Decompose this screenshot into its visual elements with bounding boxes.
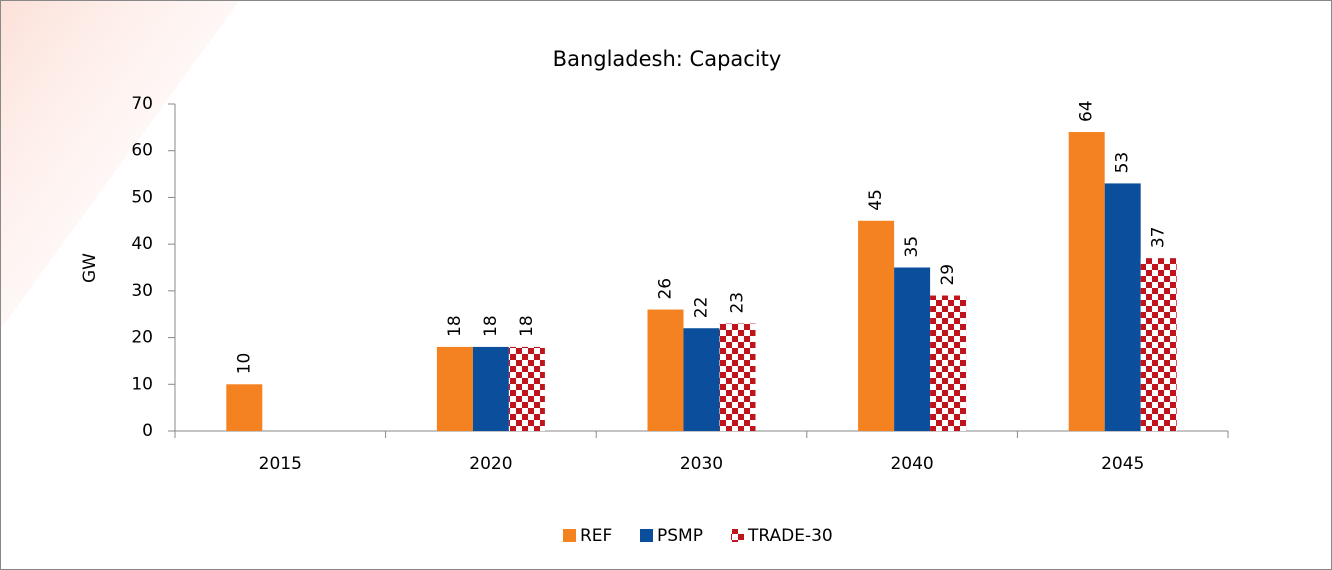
data-label: 37 — [1149, 227, 1169, 249]
data-label: 18 — [445, 315, 465, 337]
legend-label: PSMP — [657, 526, 703, 546]
data-label: 22 — [692, 297, 712, 319]
y-tick-label: 30 — [131, 281, 153, 301]
bar — [436, 346, 473, 431]
data-label: 10 — [234, 353, 254, 375]
bar — [894, 267, 931, 431]
bar — [647, 309, 684, 431]
x-tick-label: 2020 — [469, 454, 512, 474]
bar — [472, 346, 509, 431]
x-tick-label: 2040 — [890, 454, 933, 474]
bar — [508, 346, 545, 431]
x-tick-label: 2015 — [259, 454, 302, 474]
data-label: 23 — [728, 292, 748, 314]
bar — [719, 323, 756, 431]
y-tick-label: 10 — [131, 374, 153, 394]
legend-swatch — [563, 529, 576, 542]
x-tick-label: 2045 — [1101, 454, 1144, 474]
y-tick-label: 20 — [131, 328, 153, 348]
data-label: 35 — [902, 236, 922, 258]
legend-label: TRADE-30 — [747, 526, 833, 546]
data-label: 18 — [481, 315, 501, 337]
legend-label: REF — [580, 526, 612, 546]
data-label: 45 — [866, 189, 886, 211]
bar — [1068, 132, 1105, 431]
x-tick-label: 2030 — [680, 454, 723, 474]
data-label: 64 — [1077, 100, 1097, 122]
bar — [1140, 258, 1177, 431]
decoration — [0, 0, 240, 330]
bar — [1104, 183, 1141, 431]
bar — [930, 295, 967, 431]
y-tick-label: 70 — [131, 94, 153, 114]
bar — [683, 328, 720, 431]
data-label: 53 — [1113, 152, 1133, 174]
y-tick-label: 50 — [131, 187, 153, 207]
legend-swatch — [640, 529, 653, 542]
y-axis-title: GW — [80, 253, 100, 283]
data-label: 18 — [517, 315, 537, 337]
data-label: 29 — [938, 264, 958, 286]
bar — [858, 220, 895, 431]
legend-swatch — [731, 529, 744, 542]
chart-title: Bangladesh: Capacity — [553, 47, 782, 71]
y-tick-label: 40 — [131, 234, 153, 254]
y-tick-label: 60 — [131, 141, 153, 161]
bar — [226, 384, 263, 431]
y-tick-label: 0 — [142, 421, 153, 441]
data-label: 26 — [656, 278, 676, 300]
